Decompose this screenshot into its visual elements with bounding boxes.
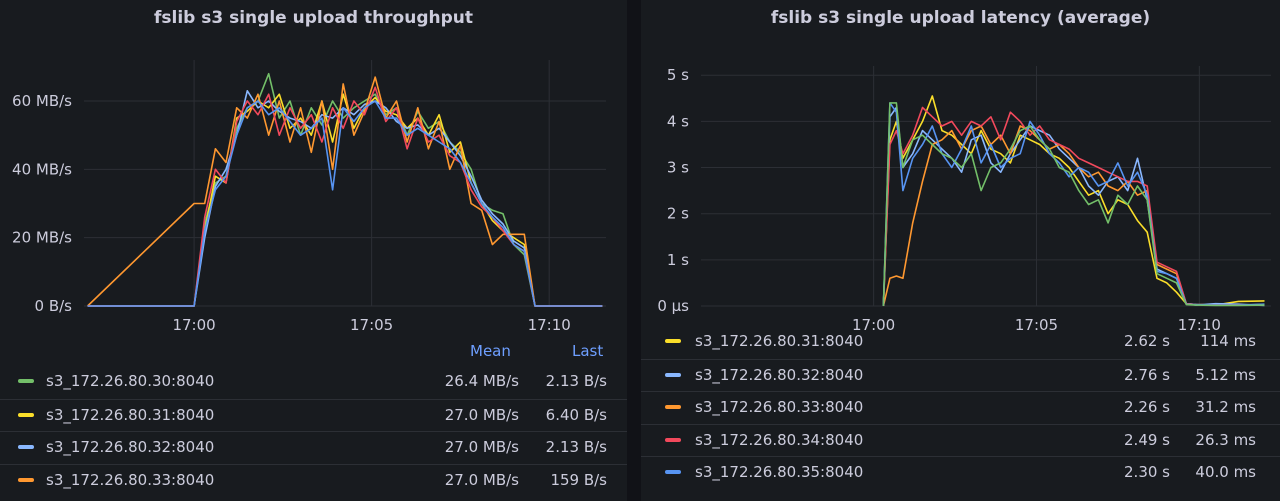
legend-series-name: s3_172.26.80.31:8040 bbox=[695, 332, 864, 350]
panel-title[interactable]: fslib s3 single upload throughput bbox=[153, 8, 473, 28]
x-tick-label: 17:05 bbox=[1015, 316, 1058, 330]
legend-series-name: s3_172.26.80.35:8040 bbox=[695, 463, 864, 481]
legend-header-mean[interactable]: Mean bbox=[470, 342, 511, 360]
panel-title[interactable]: fslib s3 single upload latency (average) bbox=[770, 8, 1151, 28]
legend-last-value: 26.3 ms bbox=[1195, 430, 1256, 449]
legend-row[interactable]: s3_172.26.80.31:8040 27.0 MB/s 6.40 B/s bbox=[0, 398, 627, 431]
legend-row[interactable]: s3_172.26.80.31:8040 2.62 s 114 ms bbox=[641, 326, 1280, 358]
legend-series-name: s3_172.26.80.34:8040 bbox=[695, 430, 864, 449]
legend-mean-value: 26.4 MB/s bbox=[444, 372, 519, 390]
legend-swatch bbox=[665, 339, 681, 343]
y-tick-label: 4 s bbox=[667, 112, 689, 130]
legend-last-value: 2.13 B/s bbox=[545, 372, 607, 390]
legend-mean-value: 2.49 s bbox=[1124, 430, 1170, 449]
series-line-s3_172.26.80.35:8040[interactable] bbox=[882, 102, 1265, 307]
throughput-panel: fslib s3 single upload throughput 0 B/s 2… bbox=[0, 0, 627, 501]
series-line-extra-5[interactable] bbox=[882, 102, 1265, 307]
legend-last-value: 159 B/s bbox=[550, 470, 607, 489]
series-line-s3_172.26.80.32:8040[interactable] bbox=[882, 106, 1265, 307]
legend-swatch bbox=[18, 379, 34, 383]
legend-row[interactable]: s3_172.26.80.34:8040 2.49 s 26.3 ms bbox=[641, 423, 1280, 456]
y-tick-label: 0 µs bbox=[657, 297, 689, 315]
legend-series-name: s3_172.26.80.32:8040 bbox=[695, 365, 864, 384]
x-tick-label: 17:00 bbox=[172, 316, 215, 330]
legend-mean-value: 2.30 s bbox=[1124, 463, 1170, 481]
legend-row[interactable]: s3_172.26.80.35:8040 2.30 s 40.0 ms bbox=[641, 456, 1280, 488]
x-tick-label: 17:10 bbox=[1178, 316, 1221, 330]
y-tick-label: 3 s bbox=[667, 159, 689, 177]
y-tick-label: 60 MB/s bbox=[12, 92, 72, 110]
legend-swatch bbox=[665, 405, 681, 409]
legend-mean-value: 27.0 MB/s bbox=[444, 438, 519, 456]
latency-chart: 0 µs 1 s 2 s 3 s 4 s 5 s 17:00 17:05 17:10 bbox=[657, 66, 1271, 330]
legend-series-name: s3_172.26.80.33:8040 bbox=[46, 470, 215, 489]
legend-row[interactable]: s3_172.26.80.32:8040 2.76 s 5.12 ms bbox=[641, 358, 1280, 391]
legend-swatch bbox=[18, 477, 34, 482]
legend-mean-value: 2.62 s bbox=[1124, 332, 1170, 350]
legend-swatch bbox=[665, 372, 681, 377]
legend-row[interactable]: s3_172.26.80.30:8040 26.4 MB/s 2.13 B/s bbox=[0, 366, 627, 398]
x-tick-label: 17:05 bbox=[350, 316, 393, 330]
series-line-s3_172.26.80.33:8040[interactable] bbox=[87, 76, 603, 307]
y-tick-label: 1 s bbox=[667, 251, 689, 269]
x-tick-label: 17:10 bbox=[528, 316, 571, 330]
legend-last-value: 6.40 B/s bbox=[545, 405, 607, 424]
legend-series-name: s3_172.26.80.31:8040 bbox=[46, 405, 215, 424]
legend-mean-value: 27.0 MB/s bbox=[444, 405, 519, 424]
y-tick-label: 0 B/s bbox=[35, 297, 73, 315]
series-line-s3_172.26.80.34:8040[interactable] bbox=[882, 106, 1265, 307]
legend-row[interactable]: s3_172.26.80.32:8040 27.0 MB/s 2.13 B/s bbox=[0, 431, 627, 463]
legend-series-name: s3_172.26.80.32:8040 bbox=[46, 438, 215, 456]
legend-mean-value: 27.0 MB/s bbox=[444, 470, 519, 489]
legend-last-value: 2.13 B/s bbox=[545, 438, 607, 456]
y-tick-label: 5 s bbox=[667, 66, 689, 84]
legend-last-value: 31.2 ms bbox=[1195, 398, 1256, 416]
x-tick-label: 17:00 bbox=[852, 316, 895, 330]
legend-mean-value: 2.76 s bbox=[1124, 365, 1170, 384]
legend-last-value: 114 ms bbox=[1200, 332, 1256, 350]
legend-last-value: 40.0 ms bbox=[1195, 463, 1256, 481]
series-line-s3_172.26.80.31:8040[interactable] bbox=[882, 95, 1265, 307]
legend-swatch bbox=[18, 445, 34, 449]
legend-header-last[interactable]: Last bbox=[572, 342, 604, 360]
legend-series-name: s3_172.26.80.30:8040 bbox=[46, 372, 215, 390]
legend-mean-value: 2.26 s bbox=[1124, 398, 1170, 416]
series-line-extra-4[interactable] bbox=[87, 86, 603, 307]
legend-last-value: 5.12 ms bbox=[1195, 365, 1256, 384]
y-tick-label: 20 MB/s bbox=[12, 229, 72, 247]
legend-series-name: s3_172.26.80.33:8040 bbox=[695, 398, 864, 416]
legend-swatch bbox=[18, 412, 34, 417]
legend-row[interactable]: s3_172.26.80.33:8040 2.26 s 31.2 ms bbox=[641, 391, 1280, 423]
legend-swatch bbox=[665, 437, 681, 442]
legend-swatch bbox=[665, 470, 681, 474]
throughput-chart: 0 B/s 20 MB/s 40 MB/s 60 MB/s 17:00 17:05 17:1… bbox=[12, 60, 606, 330]
y-tick-label: 40 MB/s bbox=[12, 160, 72, 178]
latency-panel: fslib s3 single upload latency (average)… bbox=[641, 0, 1280, 501]
y-tick-label: 2 s bbox=[667, 205, 689, 223]
legend-row[interactable]: s3_172.26.80.33:8040 27.0 MB/s 159 B/s bbox=[0, 463, 627, 496]
series-line-extra-5[interactable] bbox=[87, 100, 603, 307]
series-line-s3_172.26.80.31:8040[interactable] bbox=[87, 93, 603, 307]
